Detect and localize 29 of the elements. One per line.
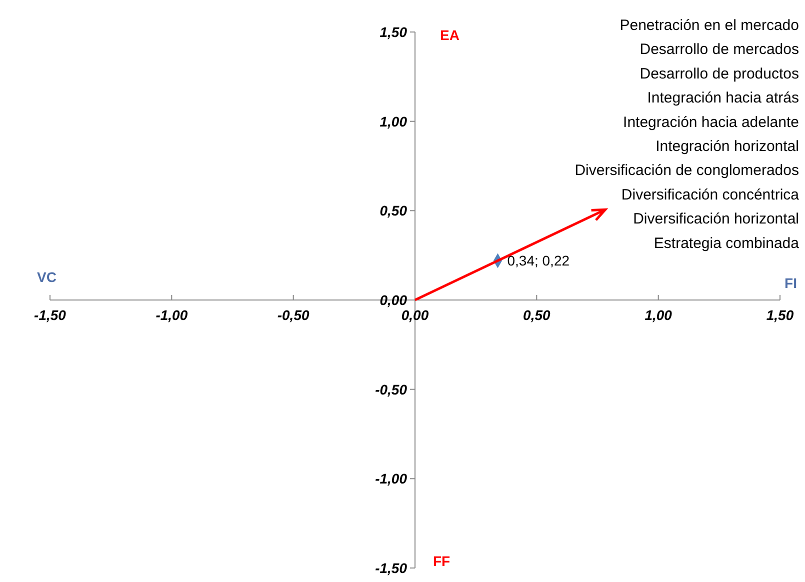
annotation: Penetración en el mercado	[620, 17, 799, 34]
y-tick-label: 1,50	[380, 24, 408, 40]
annotation: Diversificación horizontal	[633, 210, 799, 228]
annotation: Integración hacia atrás	[647, 90, 799, 107]
annotation: Diversificación de conglomerados	[574, 162, 799, 180]
data-label: 0,34; 0,22	[507, 252, 570, 269]
annotation: Desarrollo de mercados	[640, 41, 799, 58]
x-tick-label: -1,50	[34, 307, 66, 323]
text: FI	[784, 275, 797, 291]
x-tick-label: -0,50	[277, 307, 310, 323]
annotation: Integración hacia adelante	[623, 114, 799, 131]
annotation: Estrategia combinada	[654, 234, 800, 252]
y-tick-label: -0,50	[375, 381, 408, 398]
y-tick-label: -1,50	[375, 560, 408, 576]
x-tick-label: 0,50	[523, 307, 551, 323]
annotation: Diversificación concéntrica	[621, 186, 800, 204]
x-tick-label: 0,00	[401, 307, 429, 323]
x-tick-label: 1,50	[766, 307, 794, 323]
annotation: VC	[37, 269, 56, 285]
annotation: FF	[433, 553, 451, 569]
annotation: Desarrollo de productos	[640, 65, 799, 82]
y-tick-label: -1,00	[375, 470, 408, 487]
y-tick-label: 1,00	[380, 113, 408, 130]
y-tick-label: 0,00	[380, 292, 408, 308]
annotation: EA	[440, 27, 460, 43]
x-tick-label: 1,00	[644, 307, 672, 323]
y-tick-label: 0,50	[380, 202, 408, 219]
annotation: Integración horizontal	[656, 138, 799, 155]
x-tick-label: -1,00	[156, 307, 188, 323]
